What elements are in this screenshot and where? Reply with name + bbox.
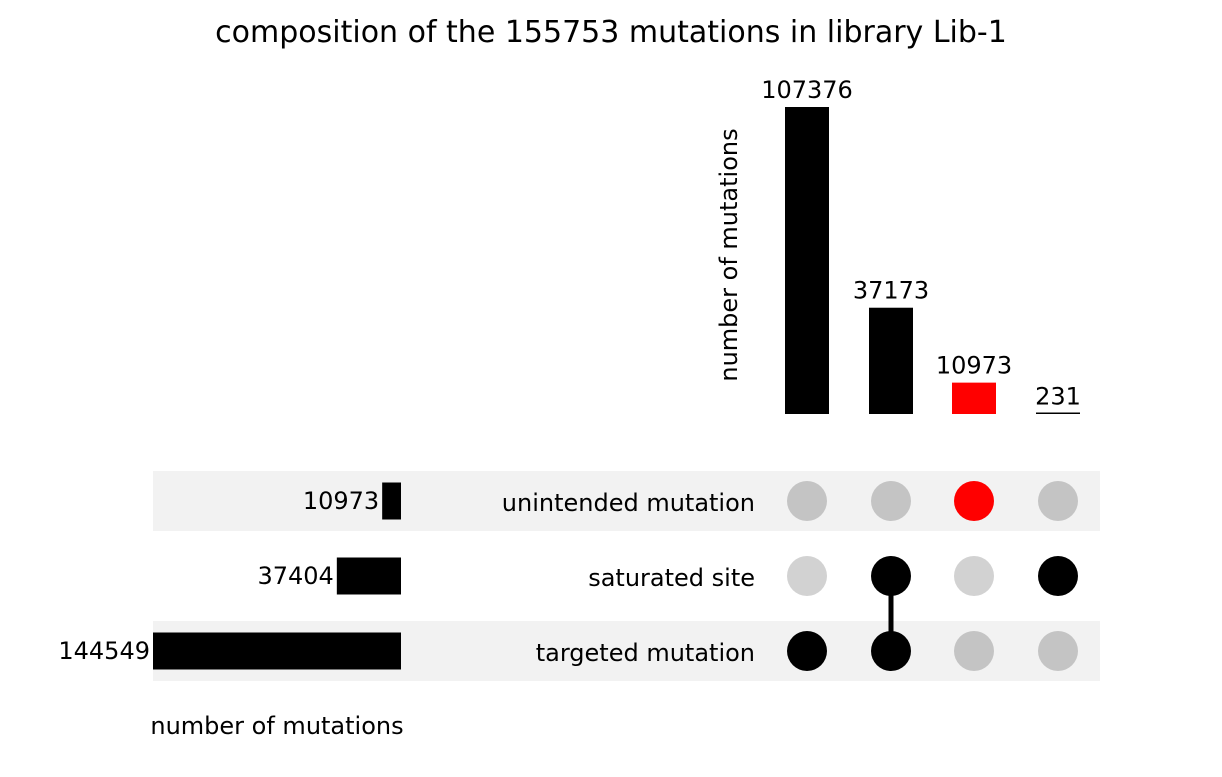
set-size-label: 144549 bbox=[58, 637, 150, 665]
matrix-dot-active bbox=[1038, 556, 1078, 596]
set-size-bar bbox=[382, 482, 401, 520]
matrix-dot-inactive bbox=[954, 631, 994, 671]
matrix-dot-inactive bbox=[787, 481, 827, 521]
matrix-dot-active bbox=[787, 631, 827, 671]
intersection-matrix bbox=[787, 481, 1078, 671]
intersection-bar bbox=[952, 382, 996, 414]
intersection-count-label: 231 bbox=[1035, 382, 1081, 410]
set-size-label: 37404 bbox=[257, 562, 333, 590]
matrix-dot-active bbox=[871, 556, 911, 596]
matrix-dot-active bbox=[954, 481, 994, 521]
set-size-bars: 10973 37404 144549 bbox=[58, 482, 401, 670]
intersection-bars: 107376 37173 10973 231 bbox=[761, 76, 1081, 414]
matrix-dot-inactive bbox=[871, 481, 911, 521]
intersection-count-label: 37173 bbox=[853, 277, 929, 305]
matrix-dot-active bbox=[871, 631, 911, 671]
set-size-x-axis-label: number of mutations bbox=[150, 712, 403, 740]
intersection-y-axis-label: number of mutations bbox=[715, 128, 743, 381]
set-name-label: unintended mutation bbox=[502, 489, 755, 517]
row-band-0 bbox=[153, 471, 1100, 531]
matrix-dot-inactive bbox=[1038, 481, 1078, 521]
set-size-label: 10973 bbox=[303, 487, 379, 515]
matrix-dot-inactive bbox=[954, 556, 994, 596]
set-name-label: targeted mutation bbox=[536, 639, 755, 667]
set-size-bar bbox=[336, 557, 401, 595]
intersection-count-label: 10973 bbox=[936, 352, 1012, 380]
intersection-count-label: 107376 bbox=[761, 76, 853, 104]
chart-title: composition of the 155753 mutations in l… bbox=[215, 15, 1007, 50]
matrix-dot-inactive bbox=[787, 556, 827, 596]
intersection-bar bbox=[785, 107, 829, 414]
intersection-bar bbox=[1036, 412, 1080, 414]
matrix-dot-inactive bbox=[1038, 631, 1078, 671]
matrix-row-bands bbox=[153, 471, 1100, 681]
set-name-label: saturated site bbox=[588, 564, 755, 592]
set-size-bar bbox=[153, 632, 401, 670]
set-name-labels: unintended mutation saturated site targete… bbox=[502, 489, 755, 667]
intersection-bar bbox=[869, 307, 913, 414]
